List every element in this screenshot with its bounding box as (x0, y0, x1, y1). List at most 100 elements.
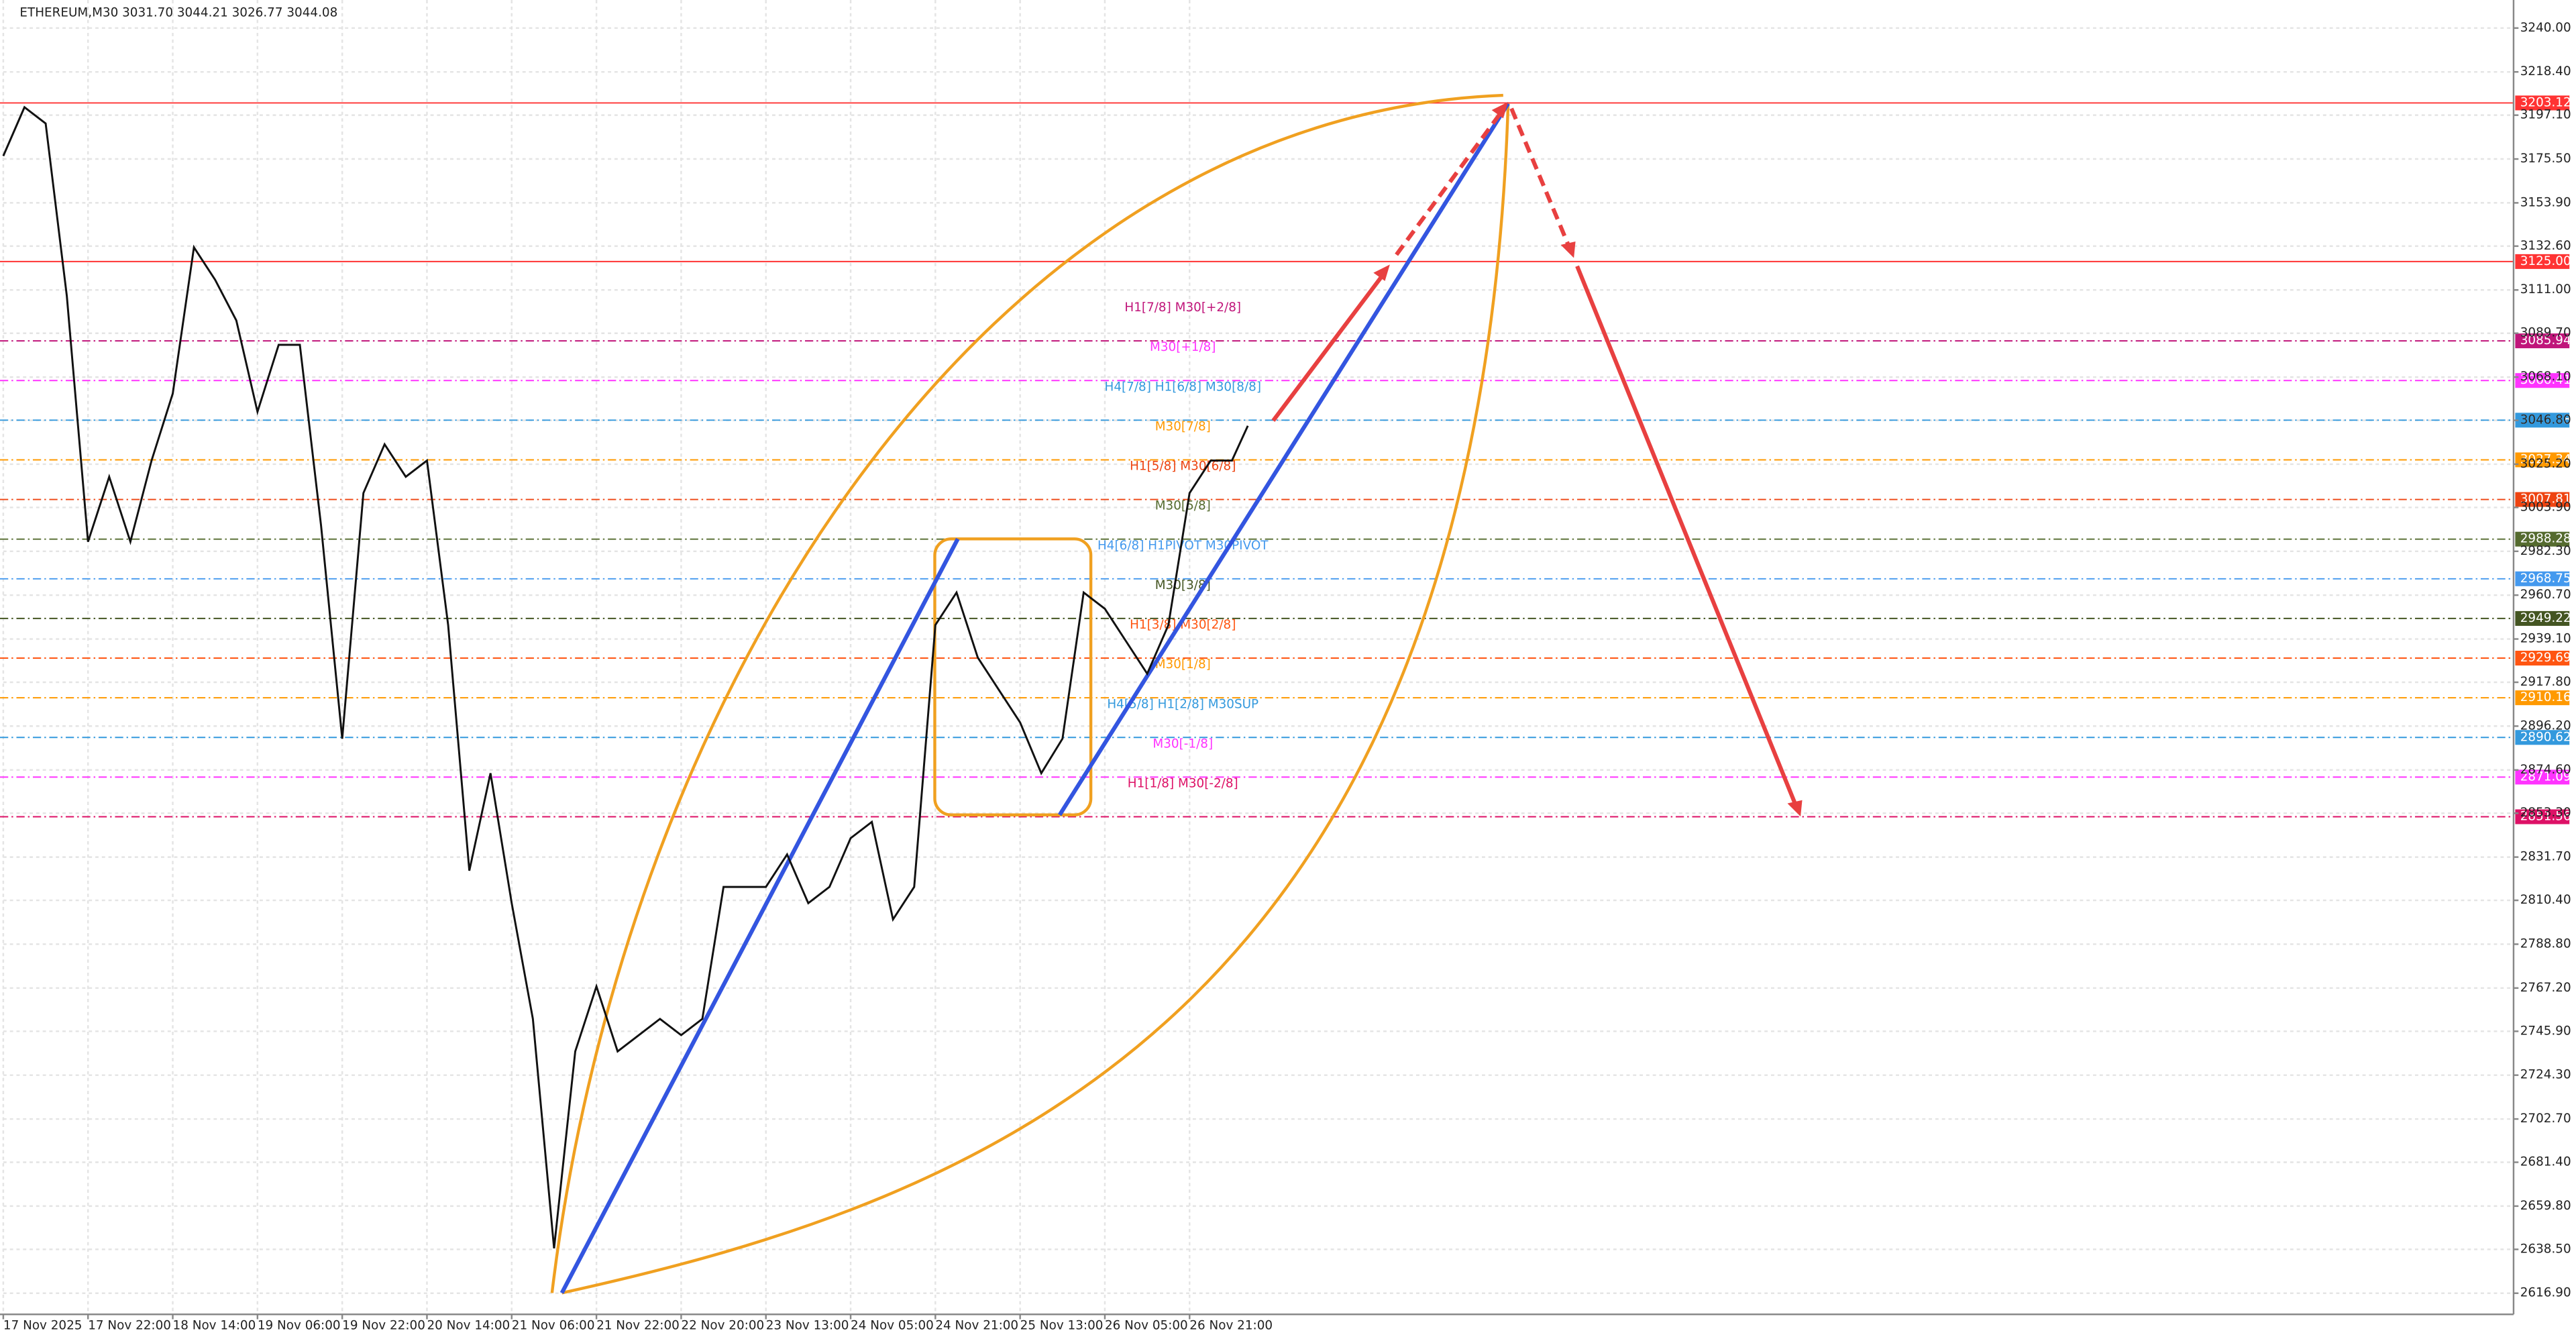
price-box (2515, 492, 2570, 507)
y-tick-label: 3111.00 (2520, 282, 2571, 297)
blue-trend (1058, 102, 1510, 816)
red-arrow (1509, 107, 1571, 248)
y-tick-label: 2681.40 (2520, 1155, 2571, 1169)
y-tick-label: 3046.80 (2520, 413, 2571, 427)
level-label: M30[1/8] (1155, 657, 1211, 672)
arrow-head (1491, 101, 1509, 119)
y-tick-label: 2831.70 (2520, 850, 2571, 864)
x-tick-label: 25 Nov 13:00 (1020, 1318, 1104, 1332)
y-tick-label: 3132.60 (2520, 239, 2571, 253)
price-box-label: 3085.94 (2520, 333, 2571, 347)
y-tick-label: 3218.40 (2520, 64, 2571, 78)
x-tick-label: 26 Nov 21:00 (1189, 1318, 1273, 1332)
y-tick-label: 2917.80 (2520, 675, 2571, 689)
price-box (2515, 452, 2570, 468)
y-tick-label: 2896.20 (2520, 718, 2571, 733)
y-tick-label: 3197.10 (2520, 108, 2571, 122)
y-tick-label: 2745.90 (2520, 1024, 2571, 1038)
price-box (2515, 373, 2570, 388)
price-box-label: 3007.81 (2520, 492, 2571, 506)
y-tick-label: 3003.90 (2520, 500, 2571, 514)
price-box (2515, 95, 2570, 111)
price-box-label: 2851.56 (2520, 810, 2571, 824)
y-tick-label: 2939.10 (2520, 632, 2571, 646)
level-label: M30[7/8] (1155, 419, 1211, 433)
price-box (2515, 809, 2570, 824)
x-tick-label: 21 Nov 06:00 (512, 1318, 595, 1332)
y-tick-label: 2638.50 (2520, 1242, 2571, 1256)
levels: 3203.12 3125.00 H1[7/8] M30[+2/8] 3085.94 M3… (0, 95, 2571, 824)
y-tick-label: 3240.00 (2520, 21, 2571, 35)
y-tick-label: 2874.60 (2520, 763, 2571, 777)
price-box (2515, 333, 2570, 349)
level-label: H1[3/8] M30[2/8] (1130, 618, 1236, 632)
arrow-head (1787, 800, 1803, 817)
level-label: M30[5/8] (1155, 499, 1211, 513)
x-tick-label: 17 Nov 22:00 (88, 1318, 171, 1332)
price-box (2515, 413, 2570, 428)
x-tick-label: 19 Nov 06:00 (258, 1318, 341, 1332)
y-tick-label: 2659.80 (2520, 1199, 2571, 1213)
y-tick-label: 2810.40 (2520, 893, 2571, 907)
y-tick-label: 2767.20 (2520, 981, 2571, 995)
price-box-label: 2968.75 (2520, 572, 2571, 586)
price-box-label: 2949.22 (2520, 611, 2571, 625)
grid (2, 0, 2514, 1315)
y-tick-label: 3153.90 (2520, 195, 2571, 209)
price-box-label: 2929.69 (2520, 651, 2571, 665)
orange-arc (561, 103, 1510, 1295)
x-tick-label: 26 Nov 05:00 (1105, 1318, 1188, 1332)
x-tick-label: 20 Nov 14:00 (427, 1318, 510, 1332)
price-box-label: 3203.12 (2520, 95, 2571, 109)
arrow-head (1373, 264, 1390, 281)
price-box-label: 3046.88 (2520, 413, 2571, 427)
price-box-label: 2890.62 (2520, 730, 2571, 744)
y-tick-label: 3068.10 (2520, 370, 2571, 384)
x-tick-label: 19 Nov 22:00 (342, 1318, 425, 1332)
annotations (550, 93, 1803, 1295)
x-tick-label: 24 Nov 21:00 (935, 1318, 1018, 1332)
y-tick-label: 3175.50 (2520, 152, 2571, 166)
y-tick-label: 2724.30 (2520, 1068, 2571, 1082)
level-label: M30[3/8] (1155, 578, 1211, 592)
price-box (2515, 769, 2570, 785)
red-arrow (1575, 265, 1798, 806)
price-box (2515, 254, 2570, 269)
blue-trend (559, 537, 960, 1294)
price-box (2515, 531, 2570, 547)
y-tick-label: 3089.70 (2520, 326, 2571, 340)
price-line (2, 105, 1249, 1249)
price-box (2515, 610, 2570, 626)
orange-arc (550, 93, 1503, 1293)
plot (2, 105, 1249, 1249)
y-tick-label: 2853.30 (2520, 806, 2571, 820)
y-tick-label: 2616.90 (2520, 1286, 2571, 1300)
y-tick-label: 2982.30 (2520, 544, 2571, 558)
x-tick-label: 21 Nov 22:00 (596, 1318, 680, 1332)
y-tick-label: 2960.70 (2520, 588, 2571, 602)
level-label: M30[+1/8] (1150, 340, 1216, 354)
price-box-label: 3125.00 (2520, 254, 2571, 268)
price-box (2515, 690, 2570, 706)
price-box-label: 3066.41 (2520, 373, 2571, 387)
x-tick-label: 18 Nov 14:00 (173, 1318, 256, 1332)
price-box-label: 2910.16 (2520, 690, 2571, 704)
y-tick-label: 2702.70 (2520, 1112, 2571, 1126)
price-box (2515, 730, 2570, 745)
x-tick-label: 22 Nov 20:00 (681, 1318, 764, 1332)
chart-title: ETHEREUM,M30 3031.70 3044.21 3026.77 304… (19, 6, 337, 20)
orange-box (933, 537, 1093, 816)
level-label: H1[1/8] M30[-2/8] (1128, 777, 1238, 791)
price-box-label: 2871.09 (2520, 769, 2571, 784)
y-tick-label: 3025.20 (2520, 457, 2571, 471)
level-label: M30[-1/8] (1152, 737, 1213, 751)
level-label: H4[7/8] H1[6/8] M30[8/8] (1105, 380, 1261, 394)
x-tick-label: 24 Nov 05:00 (851, 1318, 934, 1332)
y-tick-label: 2788.80 (2520, 936, 2571, 951)
price-box-label: 2988.28 (2520, 532, 2571, 546)
price-box (2515, 571, 2570, 586)
red-arrow (1395, 110, 1503, 256)
x-tick-label: 17 Nov 2025 (3, 1318, 83, 1332)
